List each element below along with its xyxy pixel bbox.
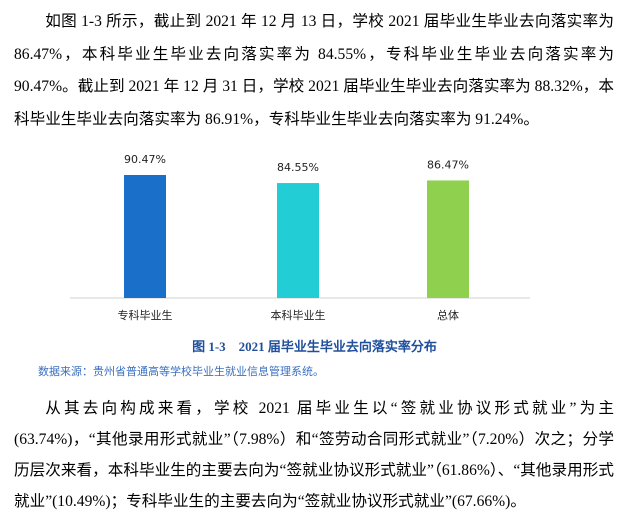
- chart: 90.47% 专科毕业生 84.55% 本科毕业生 86.47% 总体: [70, 153, 530, 322]
- data-label: 90.47%: [124, 153, 166, 166]
- data-label: 84.55%: [277, 161, 319, 174]
- paragraph: 如图 1-3 所示，截止到 2021 年 12 月 13 日，学校 2021 届…: [14, 13, 614, 128]
- x-tick-label: 专科毕业生: [118, 308, 173, 322]
- bar: [277, 183, 319, 298]
- x-tick-label: 本科毕业生: [271, 308, 326, 322]
- data-source: 数据来源：贵州省普通高等学校毕业生就业信息管理系统。: [38, 365, 324, 378]
- bar: [124, 175, 166, 298]
- x-tick-label: 总体: [437, 308, 459, 322]
- paragraph: 从其去向构成来看，学校 2021 届毕业生以“签就业协议形式就业”为主(63.7…: [14, 400, 614, 510]
- bar: [427, 180, 469, 298]
- data-label: 86.47%: [427, 158, 469, 171]
- figure-caption: 图 1-3 2021 届毕业生毕业去向落实率分布: [192, 339, 437, 354]
